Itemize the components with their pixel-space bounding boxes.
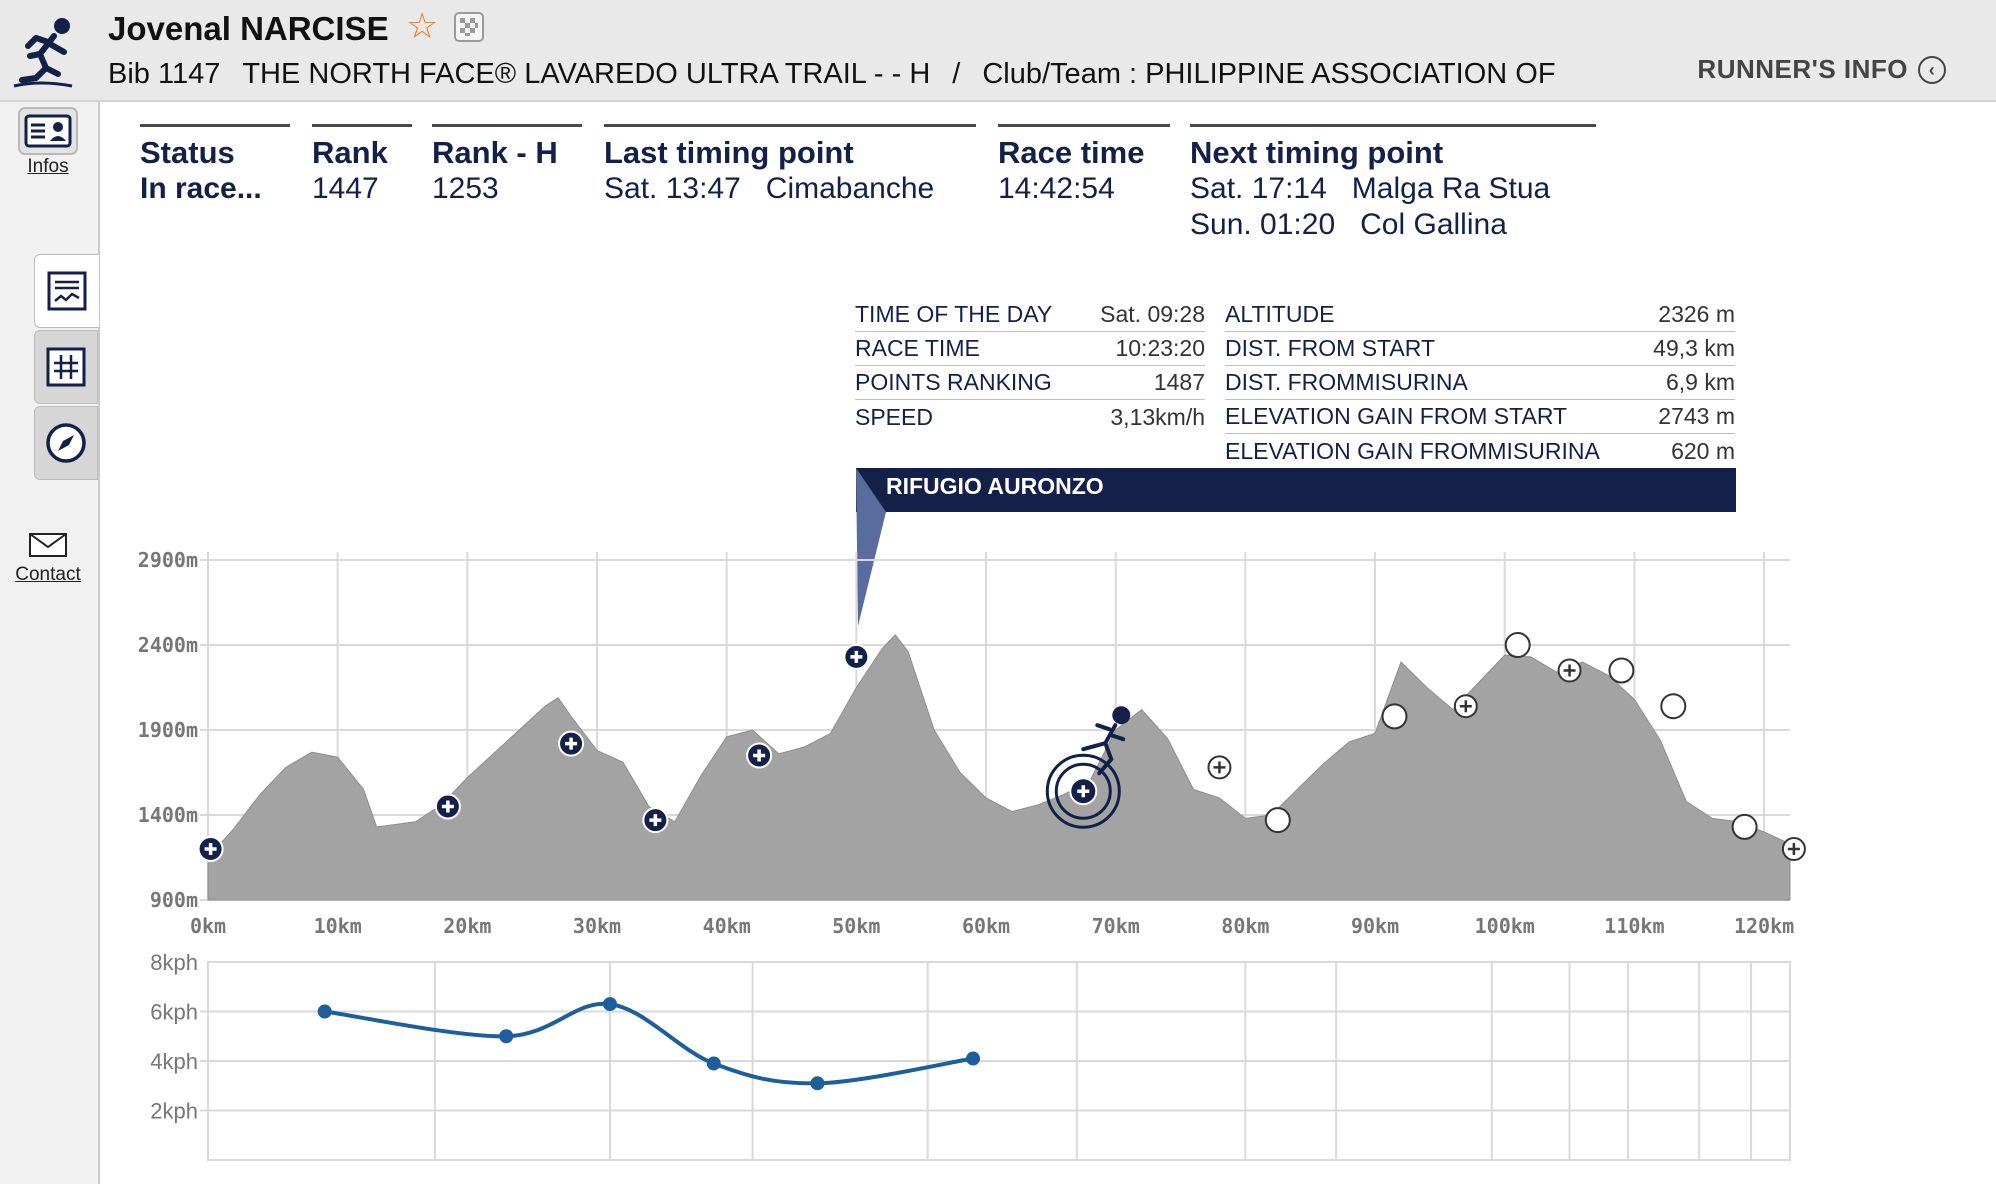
checkpoint-passed-icon[interactable] bbox=[558, 730, 585, 757]
speed-point[interactable] bbox=[317, 1004, 332, 1019]
speed-tick-label: 6kph bbox=[150, 1000, 198, 1025]
checkpoint-timing-icon[interactable] bbox=[1731, 813, 1758, 840]
x-tick-label: 80km bbox=[1221, 914, 1269, 938]
x-tick-label: 30km bbox=[573, 914, 621, 938]
stat-race-time: Race time 14:42:54 bbox=[998, 124, 1170, 207]
checkpoint-passed-icon[interactable] bbox=[746, 742, 773, 769]
checkpoint-aid-icon[interactable] bbox=[1557, 658, 1582, 683]
contact-button[interactable]: Contact bbox=[0, 532, 96, 586]
banner-pointer bbox=[856, 468, 886, 626]
envelope-icon bbox=[29, 533, 67, 557]
info-row: DIST. FROMMISURINA 6,9 km bbox=[1225, 366, 1735, 400]
separator: / bbox=[952, 58, 961, 90]
grid-table-icon bbox=[46, 347, 86, 387]
tab-table[interactable] bbox=[34, 330, 98, 404]
x-tick-label: 90km bbox=[1351, 914, 1399, 938]
checkpoint-aid-icon[interactable] bbox=[1207, 755, 1232, 780]
info-row: DIST. FROM START 49,3 km bbox=[1225, 332, 1735, 366]
checkpoint-timing-icon[interactable] bbox=[1608, 657, 1635, 684]
checkpoint-passed-icon[interactable] bbox=[197, 836, 224, 862]
checkpoint-passed-icon[interactable] bbox=[642, 807, 669, 834]
y-tick-label: 1900m bbox=[138, 718, 198, 742]
info-row: ELEVATION GAIN FROMMISURINA 620 m bbox=[1225, 437, 1735, 464]
x-tick-label: 0km bbox=[190, 914, 226, 938]
checkpoint-passed-icon[interactable] bbox=[843, 643, 870, 670]
checkpoint-aid-icon[interactable] bbox=[1453, 694, 1478, 719]
checkpoint-timing-icon[interactable] bbox=[1660, 693, 1687, 720]
sidebar: Infos Contact bbox=[0, 102, 100, 1184]
speed-tick-label: 4kph bbox=[150, 1049, 198, 1074]
x-tick-label: 70km bbox=[1092, 914, 1140, 938]
stat-rank-h: Rank - H 1253 bbox=[432, 124, 582, 207]
compass-icon bbox=[46, 423, 86, 463]
y-tick-label: 2900m bbox=[138, 548, 198, 572]
runner-header: Jovenal NARCISE ☆ Bib 1147 THE NORTH FACE… bbox=[0, 0, 1996, 102]
arrow-left-circle-icon: ‹ bbox=[1918, 55, 1946, 84]
speed-point[interactable] bbox=[499, 1029, 514, 1044]
checkpoint-aid-icon[interactable] bbox=[1781, 837, 1806, 861]
tab-profile[interactable] bbox=[34, 254, 99, 328]
infos-button[interactable]: Infos bbox=[0, 106, 96, 178]
checkpoint-name-banner: RIFUGIO AURONZO bbox=[856, 468, 1736, 512]
info-row: ALTITUDE 2326 m bbox=[1225, 298, 1735, 332]
stat-status: Status In race... bbox=[140, 124, 290, 207]
speed-point[interactable] bbox=[966, 1051, 981, 1066]
speed-grid bbox=[200, 961, 1791, 1161]
id-card-icon bbox=[18, 107, 78, 155]
tab-map[interactable] bbox=[34, 406, 98, 480]
checkered-flag-icon[interactable] bbox=[454, 12, 484, 42]
bib-number: Bib 1147 bbox=[108, 58, 221, 90]
speed-points bbox=[317, 997, 981, 1091]
favorite-star-icon[interactable]: ☆ bbox=[406, 5, 439, 46]
y-tick-label: 2400m bbox=[138, 633, 198, 657]
y-tick-label: 1400m bbox=[138, 803, 198, 827]
x-tick-label: 100km bbox=[1475, 914, 1535, 938]
x-tick-label: 40km bbox=[703, 914, 751, 938]
info-row: RACE TIME 10:23:20 bbox=[855, 332, 1205, 366]
stat-rank: Rank 1447 bbox=[312, 124, 412, 207]
speed-point[interactable] bbox=[706, 1056, 721, 1071]
x-tick-label: 10km bbox=[314, 914, 362, 938]
y-tick-label: 900m bbox=[150, 888, 198, 912]
stat-last-timing-point: Last timing point Sat. 13:47 Cimabanche bbox=[604, 124, 976, 207]
chart-document-icon bbox=[47, 271, 87, 311]
speed-tick-label: 2kph bbox=[150, 1099, 198, 1124]
runner-details: Bib 1147 THE NORTH FACE® LAVAREDO ULTRA T… bbox=[108, 58, 1578, 91]
checkpoint-timing-icon[interactable] bbox=[1504, 632, 1531, 658]
elevation-profile-area bbox=[207, 634, 1791, 901]
x-tick-label: 110km bbox=[1604, 914, 1664, 938]
checkpoint-timing-icon[interactable] bbox=[1381, 703, 1408, 730]
checkpoint-timing-icon[interactable] bbox=[1264, 807, 1291, 834]
speed-point[interactable] bbox=[602, 997, 617, 1012]
info-row: SPEED 3,13km/h bbox=[855, 403, 1205, 430]
speed-point[interactable] bbox=[810, 1076, 825, 1091]
x-tick-label: 60km bbox=[962, 914, 1010, 938]
info-row: TIME OF THE DAY Sat. 09:28 bbox=[855, 298, 1205, 332]
elevation-x-ticks: 0km 10km 20km 30km 40km 50km 60km 70km 80km 90km 1… bbox=[190, 914, 1794, 938]
runner-name: Jovenal NARCISE bbox=[108, 10, 389, 47]
info-row: POINTS RANKING 1487 bbox=[855, 366, 1205, 400]
checkpoint-current-icon[interactable] bbox=[1045, 753, 1121, 829]
checkpoint-markers bbox=[197, 632, 1806, 862]
stat-next-timing-point: Next timing point Sat. 17:14 Malga Ra St… bbox=[1190, 124, 1596, 243]
race-name: THE NORTH FACE® LAVAREDO ULTRA TRAIL - -… bbox=[242, 58, 931, 90]
info-row: ELEVATION GAIN FROM START 2743 m bbox=[1225, 400, 1735, 434]
checkpoint-passed-icon[interactable] bbox=[434, 793, 461, 820]
elevation-y-ticks: 900m 1400m 1900m 2400m 2900m bbox=[138, 548, 198, 912]
speed-tick-label: 8kph bbox=[150, 950, 198, 975]
x-tick-label: 20km bbox=[443, 914, 491, 938]
club-team: Club/Team : PHILIPPINE ASSOCIATION OF bbox=[982, 58, 1556, 90]
runner-icon bbox=[13, 18, 73, 88]
speed-line bbox=[324, 1001, 974, 1086]
x-tick-label: 120km bbox=[1734, 914, 1794, 938]
runner-position-icon bbox=[1081, 706, 1131, 776]
x-tick-label: 50km bbox=[832, 914, 880, 938]
runners-info-button[interactable]: RUNNER'S INFO ‹ bbox=[1697, 54, 1946, 85]
speed-y-ticks: 8kph 6kph 4kph 2kph bbox=[150, 950, 198, 1124]
